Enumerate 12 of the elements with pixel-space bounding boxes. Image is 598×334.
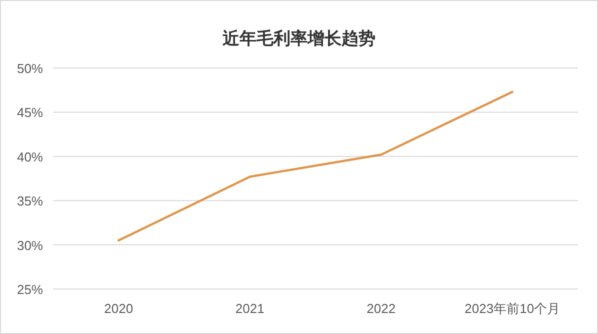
- y-tick-label: 40%: [16, 149, 44, 164]
- y-tick-label: 25%: [16, 282, 44, 297]
- x-tick-label: 2022: [366, 301, 396, 316]
- x-tick-label: 2020: [104, 301, 134, 316]
- x-tick-label: 2023年前10个月: [464, 301, 560, 316]
- line-series: [118, 90, 514, 242]
- y-tick-label: 50%: [16, 61, 44, 76]
- y-tick-label: 35%: [16, 194, 44, 209]
- chart-title: 近年毛利率增长趋势: [222, 29, 376, 48]
- x-tick-label: 2021: [235, 301, 264, 316]
- y-tick-label: 30%: [16, 238, 44, 253]
- y-tick-label: 45%: [16, 105, 44, 120]
